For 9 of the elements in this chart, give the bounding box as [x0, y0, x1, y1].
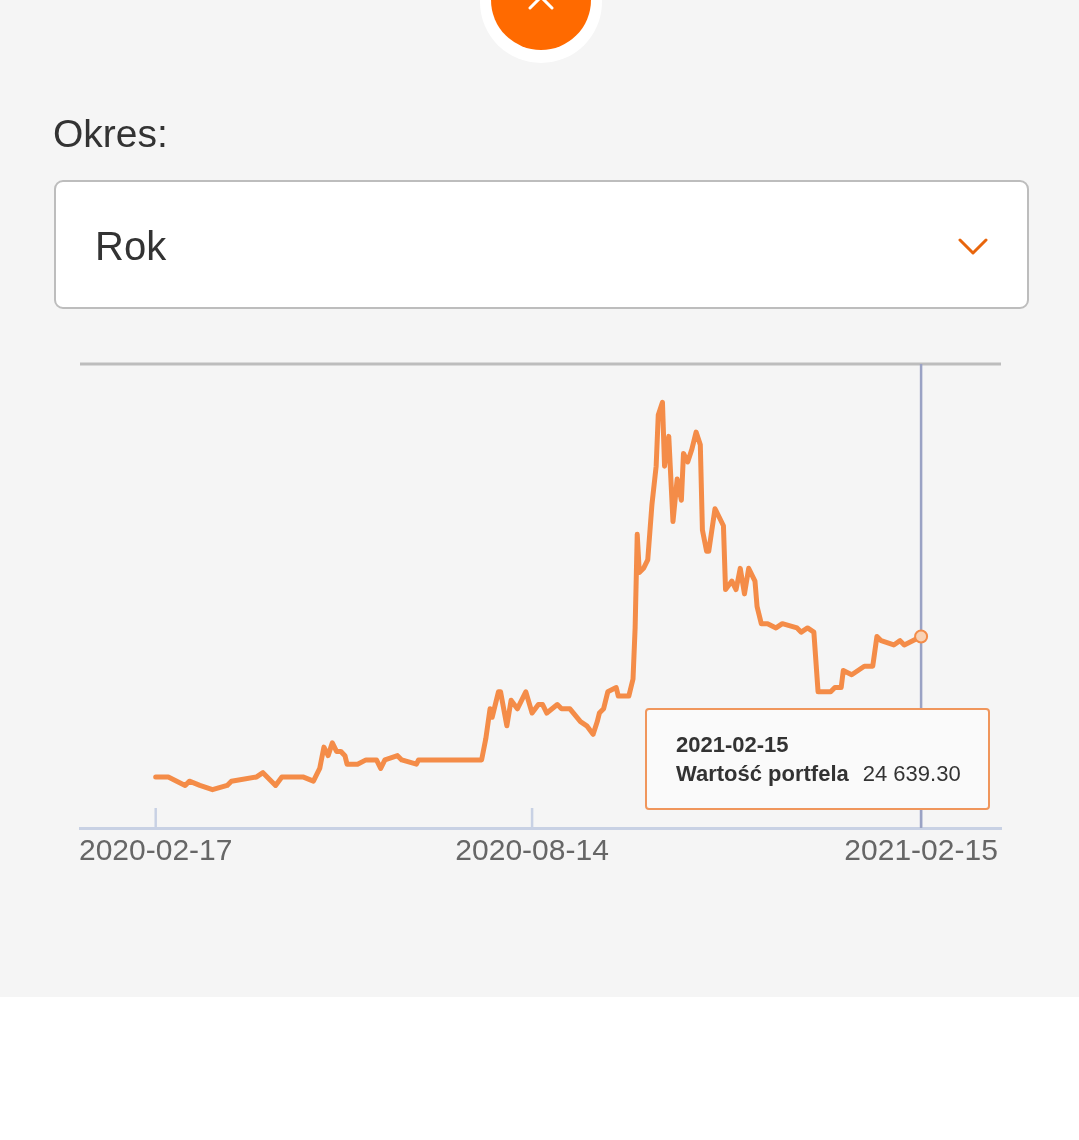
annotation: 24 639.30 [862, 761, 961, 786]
tooltip-box: 2021-02-15 Wartość portfela 24 639.30 [645, 708, 990, 810]
text: Okres: [53, 111, 168, 157]
annotation: 2021-02-15 [676, 731, 790, 759]
x-tick-label: 2020-02-17 [78, 833, 233, 867]
dropdown-field: Rok [54, 180, 1029, 309]
x-tick-label: 2020-08-14 [455, 833, 609, 867]
x-tick-label: 2021-02-15 [844, 833, 998, 867]
annotation: Wartość portfela [676, 761, 849, 786]
